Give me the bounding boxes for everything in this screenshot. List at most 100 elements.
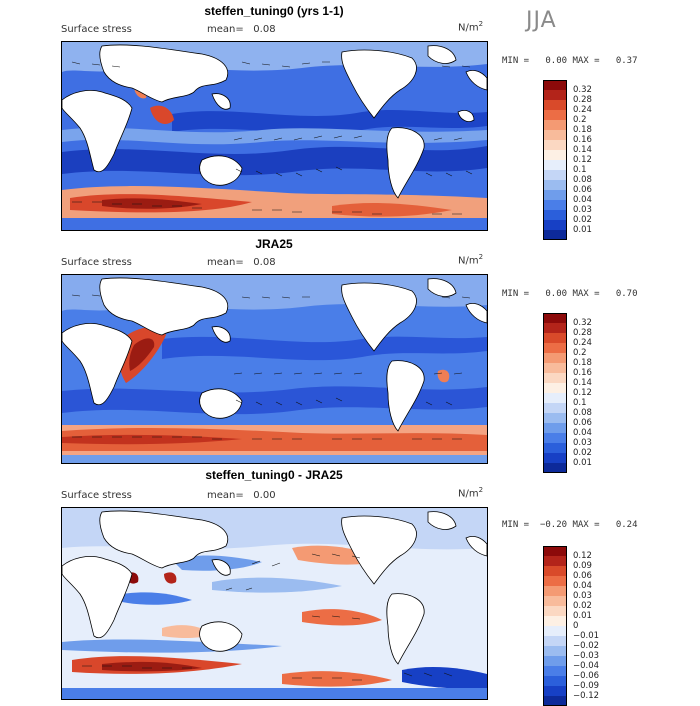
colorbar-tick-label: 0.03 (573, 438, 592, 448)
colorbar-tick-label: 0.18 (573, 358, 592, 368)
variable-label: Surface stress (61, 24, 132, 35)
colorbar-tick-label: 0.2 (573, 115, 587, 125)
mean-readout: mean= 0.08 (207, 24, 276, 35)
colorbar-tick-label: 0.18 (573, 125, 592, 135)
colorbar-tick-label: 0.06 (573, 185, 592, 195)
colorbar-swatch (543, 210, 567, 220)
max-value: 0.24 (615, 520, 638, 530)
colorbar-swatch (543, 333, 567, 343)
units-label: N/m2 (458, 486, 483, 499)
min-label: MIN = (502, 289, 530, 299)
units-power: 2 (478, 253, 484, 261)
map-svg (62, 275, 487, 463)
colorbar-tick-label: 0.02 (573, 448, 592, 458)
colorbar-swatch (543, 373, 567, 383)
colorbar-swatch (543, 676, 567, 686)
colorbar-swatch (543, 130, 567, 140)
colorbar-swatch (543, 626, 567, 636)
colorbar-swatch (543, 313, 567, 323)
max-label: MAX = (572, 289, 600, 299)
colorbar-tick-label: −0.09 (573, 681, 600, 691)
min-value: 0.00 (545, 289, 568, 299)
colorbar-swatch (543, 220, 567, 230)
colorbar-swatch (543, 323, 567, 333)
colorbar-tick-label: 0.03 (573, 591, 592, 601)
minmax-readout: MIN = 0.00 MAX = 0.70 (502, 289, 638, 299)
colorbar-frame (543, 546, 567, 706)
colorbar-tick-label: 0.04 (573, 428, 592, 438)
colorbar-tick-label: 0.01 (573, 458, 592, 468)
mean-label: mean= (207, 24, 244, 35)
mean-readout: mean= 0.08 (207, 257, 276, 268)
max-label: MAX = (572, 56, 600, 66)
map-svg (62, 508, 487, 699)
min-label: MIN = (502, 56, 530, 66)
variable-label: Surface stress (61, 257, 132, 268)
colorbar-tick-label: 0.14 (573, 145, 592, 155)
colorbar-tick-label: 0.02 (573, 215, 592, 225)
max-label: MAX = (572, 520, 600, 530)
colorbar-tick-label: 0.16 (573, 368, 592, 378)
colorbar-tick-label: −0.01 (573, 631, 600, 641)
max-value: 0.70 (615, 289, 638, 299)
colorbar-swatch (543, 230, 567, 240)
max-value: 0.37 (615, 56, 638, 66)
colorbar-swatch (543, 160, 567, 170)
minmax-readout: MIN = 0.00 MAX = 0.37 (502, 56, 638, 66)
map-model (61, 41, 488, 231)
colorbar-swatch (543, 100, 567, 110)
colorbar-swatch (543, 170, 567, 180)
colorbar-swatch (543, 423, 567, 433)
panel-title: steffen_tuning0 - JRA25 (205, 468, 343, 482)
colorbar-tick-label: 0.32 (573, 85, 592, 95)
colorbar-tick-label: −0.02 (573, 641, 600, 651)
colorbar-tick-label: 0.28 (573, 95, 592, 105)
colorbar-swatch (543, 180, 567, 190)
colorbar-swatch (543, 90, 567, 100)
colorbar-tick-label: 0.12 (573, 551, 592, 561)
mean-label: mean= (207, 490, 244, 501)
colorbar-tick-label: −0.12 (573, 691, 600, 701)
mean-value: 0.08 (253, 257, 276, 268)
colorbar-swatch (543, 463, 567, 473)
units-label: N/m2 (458, 253, 483, 266)
colorbar-tick-label: 0 (573, 621, 579, 631)
map-difference (61, 507, 488, 700)
colorbar-swatch (543, 383, 567, 393)
units-power: 2 (478, 486, 484, 494)
units-power: 2 (478, 20, 484, 28)
colorbar-swatch (543, 596, 567, 606)
colorbar-swatch (543, 616, 567, 626)
colorbar-tick-label: 0.01 (573, 611, 592, 621)
minmax-readout: MIN = −0.20 MAX = 0.24 (502, 520, 638, 530)
colorbar-swatch (543, 443, 567, 453)
colorbar-swatch (543, 413, 567, 423)
colorbar-swatch (543, 656, 567, 666)
colorbar-swatch (543, 646, 567, 656)
colorbar-tick-label: 0.03 (573, 205, 592, 215)
colorbar-tick-label: 0.06 (573, 571, 592, 581)
colorbar-tick-label: 0.12 (573, 155, 592, 165)
min-label: MIN = (502, 520, 530, 530)
colorbar-swatch (543, 110, 567, 120)
colorbar-tick-label: 0.08 (573, 175, 592, 185)
colorbar-tick-label: 0.04 (573, 581, 592, 591)
colorbar-tick-label: 0.12 (573, 388, 592, 398)
colorbar-swatch (543, 363, 567, 373)
mean-label: mean= (207, 257, 244, 268)
colorbar-swatch (543, 576, 567, 586)
units-text: N/m (458, 488, 479, 500)
colorbar-swatch (543, 403, 567, 413)
colorbar-tick-label: 0.28 (573, 328, 592, 338)
colorbar-tick-label: −0.06 (573, 671, 600, 681)
colorbar-swatch (543, 686, 567, 696)
colorbar-tick-label: 0.06 (573, 418, 592, 428)
colorbar-tick-label: 0.08 (573, 408, 592, 418)
colorbar-swatch (543, 353, 567, 363)
colorbar-tick-label: −0.03 (573, 651, 600, 661)
colorbar-swatch (543, 453, 567, 463)
panel-title: JRA25 (255, 237, 293, 251)
colorbar-swatch (543, 343, 567, 353)
colorbar-tick-label: 0.02 (573, 601, 592, 611)
colorbar-tick-label: 0.09 (573, 561, 592, 571)
